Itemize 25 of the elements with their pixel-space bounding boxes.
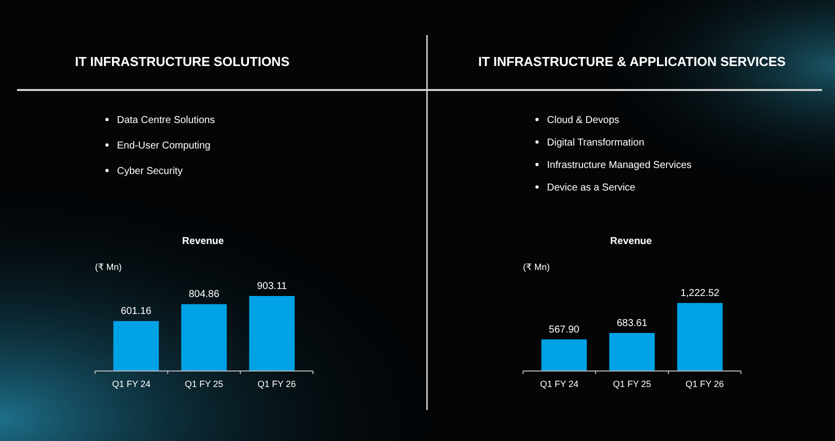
data-label: 601.16 [120, 306, 152, 318]
text: Device as a Service [547, 182, 636, 194]
x-tick-label: Q1 FY 24 [112, 379, 151, 389]
data-label: 683.61 [616, 318, 648, 329]
chart-subtitle: Revenue [182, 236, 224, 247]
data-label: 1,222.52 [680, 288, 720, 299]
text: Infrastructure Managed Services [547, 160, 692, 171]
x-tick-label: Q1 FY 25 [184, 379, 224, 389]
y-axis-title: (₹ Mn) [95, 262, 122, 272]
text: Cyber Security [117, 166, 183, 177]
x-tick-label: Q1 FY 25 [612, 379, 652, 389]
x-tick-label: Q1 FY 24 [540, 379, 579, 389]
x-tick-label: Q1 FY 26 [257, 379, 296, 389]
text: End-User Computing [117, 140, 210, 152]
chart-title: IT INFRASTRUCTURE SOLUTIONS [75, 54, 290, 69]
data-label: 804.86 [188, 289, 220, 300]
chart-title: IT INFRASTRUCTURE & APPLICATION SERVICES [478, 54, 786, 69]
text: Data Centre Solutions [117, 115, 215, 126]
data-label: 903.11 [256, 281, 288, 292]
text: Digital Transformation [547, 138, 644, 148]
data-label: 567.90 [548, 324, 580, 336]
y-axis-title: (₹ Mn) [523, 262, 550, 272]
text: Cloud & Devops [547, 115, 620, 126]
chart-subtitle: Revenue [610, 236, 652, 247]
x-tick-label: Q1 FY 26 [685, 379, 724, 389]
